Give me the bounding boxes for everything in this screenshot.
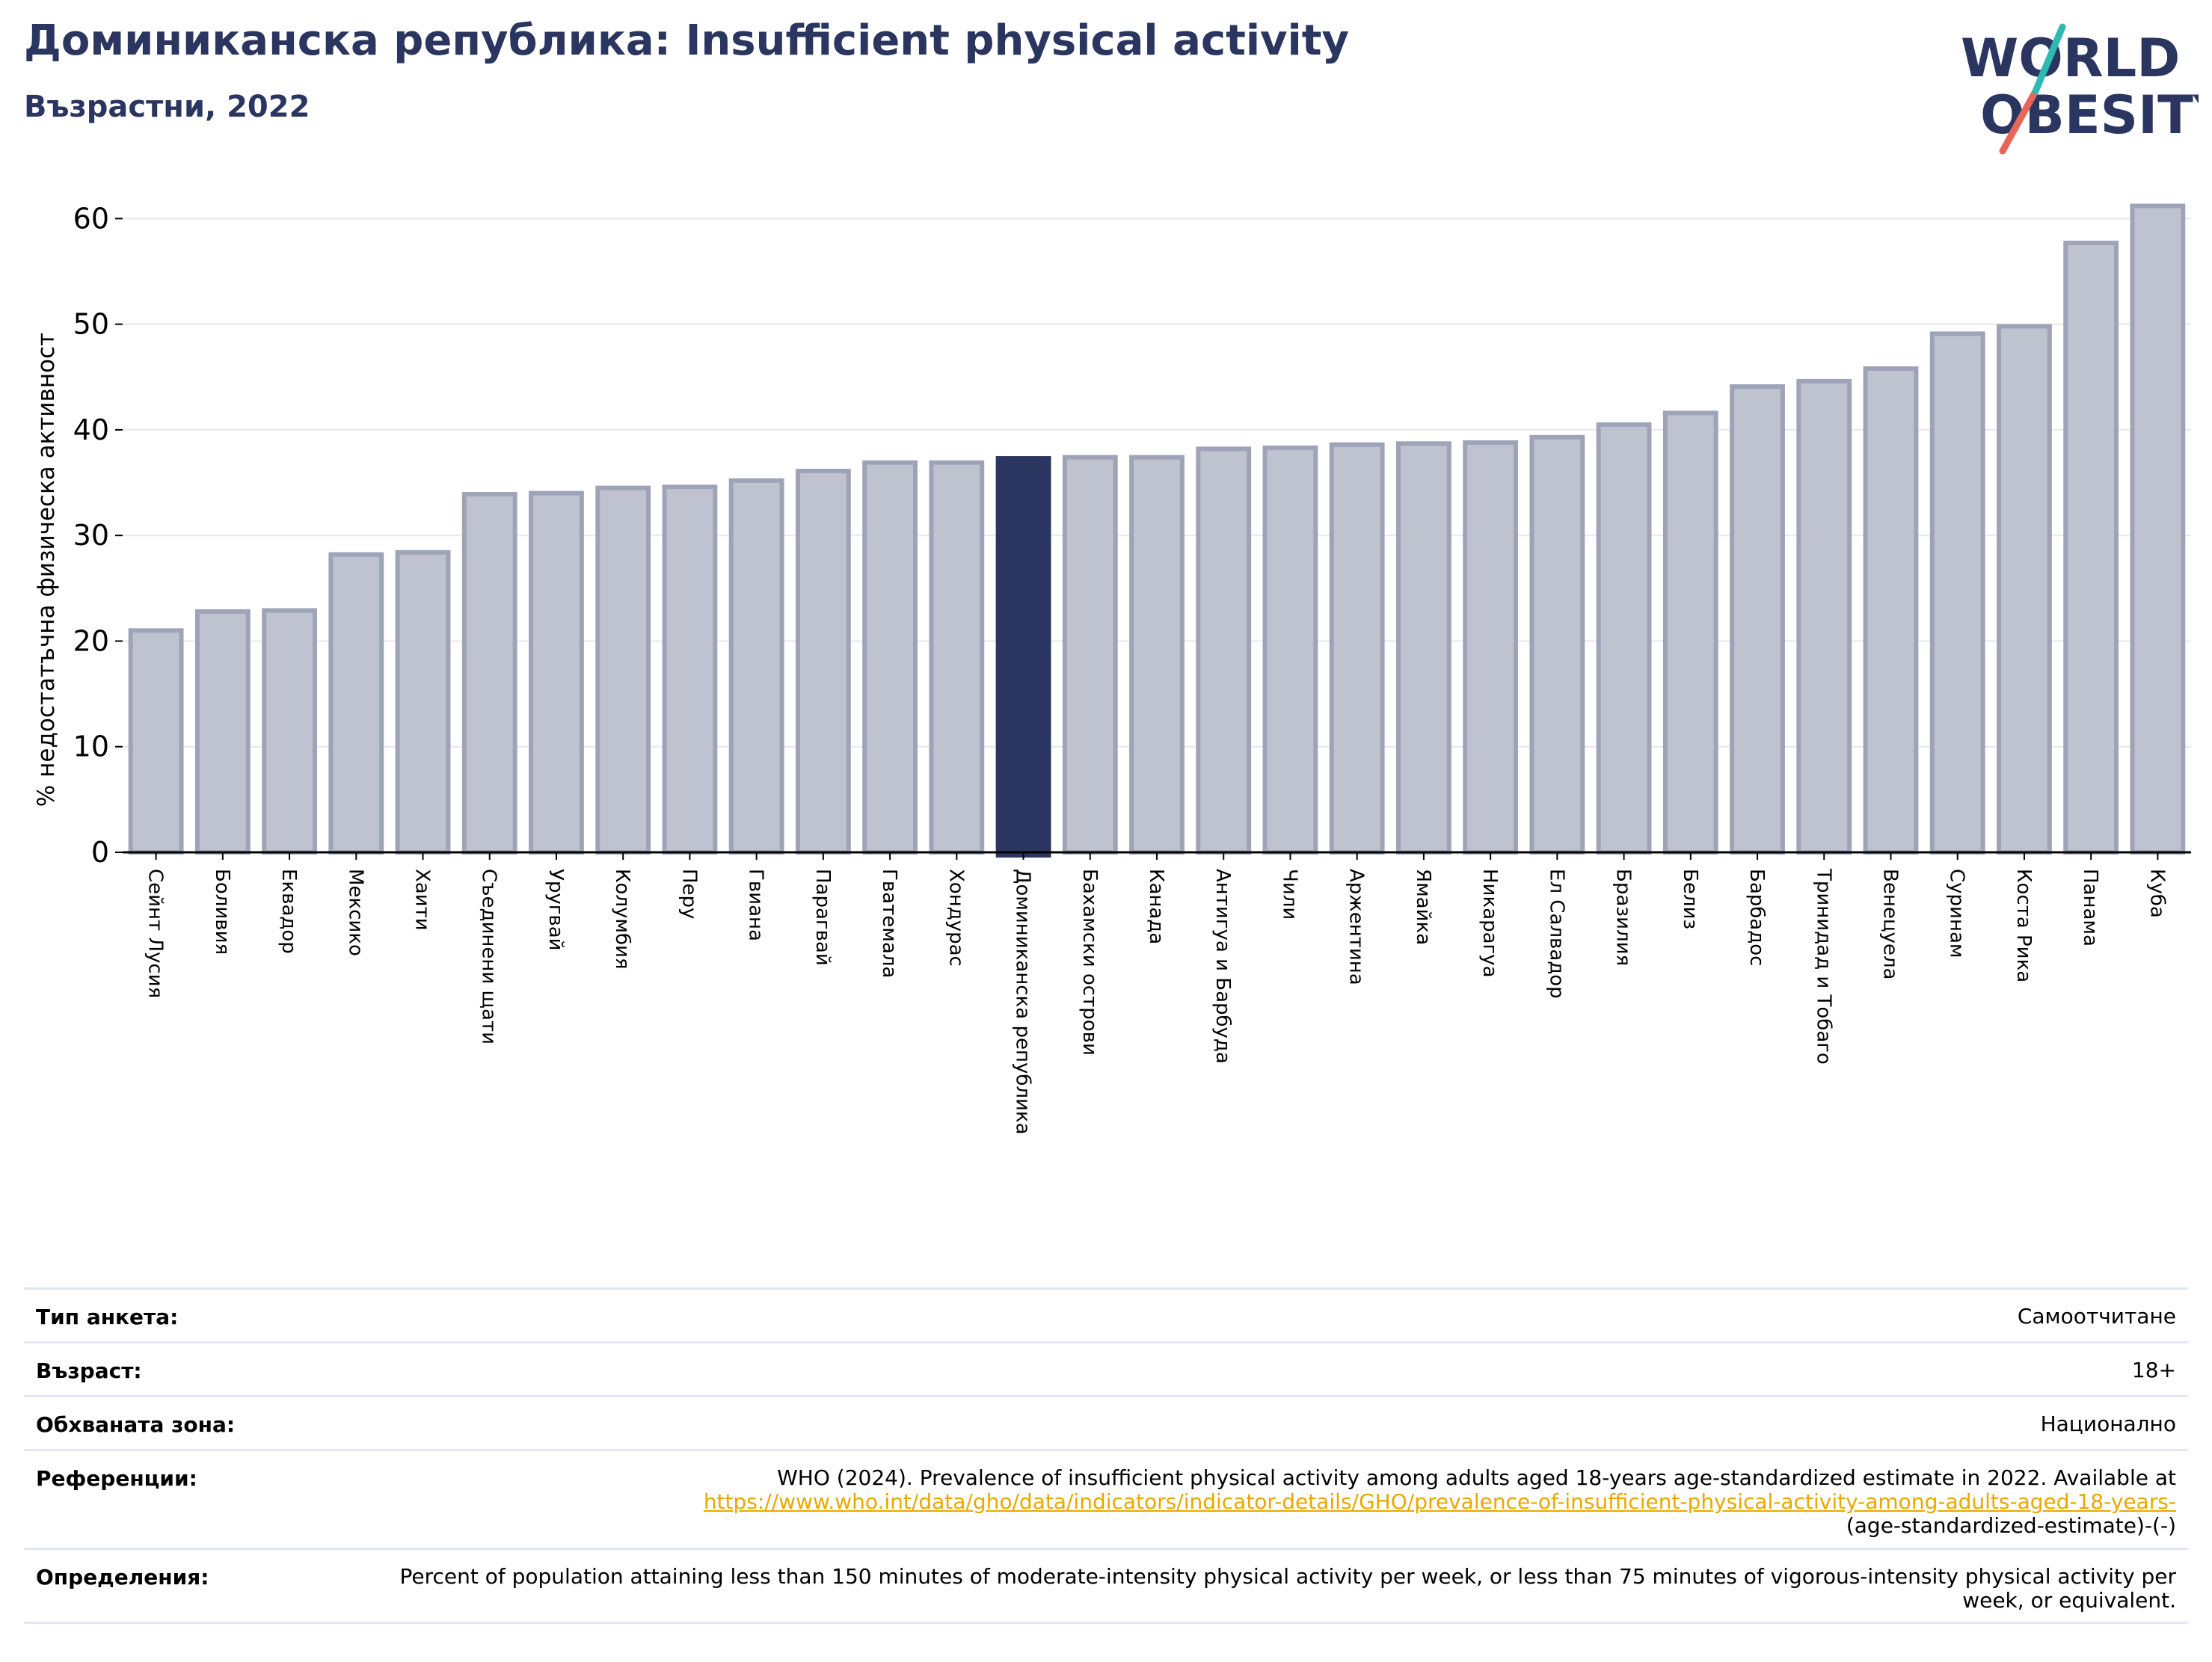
x-tick-label: Куба [2145,869,2168,918]
world-obesity-logo: WORLD OBESITY [1961,23,2199,155]
meta-row-age: Възраст: 18+ [24,1341,2188,1395]
bar-12 [862,460,918,855]
bar-26 [1796,378,1852,855]
bar-15 [1062,455,1118,855]
x-tick-label: Никарагуа [1478,869,1501,978]
axes: 0 10 20 30 40 50 60 Сейнт Лусия Боливия Еквадор Ме… [73,202,2191,1135]
x-tick-label: Еквадор [277,869,300,954]
references-label: Референции: [36,1466,197,1491]
x-tick-label: Бахамски острови [1078,869,1101,1056]
logo-slash-teal [2032,23,2066,95]
bar-chart: 0 10 20 30 40 50 60 Сейнт Лусия Боливия Еквадор Ме… [33,202,2191,1135]
x-tick-label: Уругвай [544,869,567,951]
x-tick-label: Коста Рика [2012,869,2035,982]
x-tick-label: Барбадос [1745,869,1768,966]
bar-20 [1395,441,1451,855]
bar-14 [995,456,1051,858]
x-tick-label: Венецуела [1878,869,1901,979]
x-tick-label: Доминиканска република [1012,869,1034,1135]
x-tick-label: Колумбия [611,869,633,970]
bar-9 [662,484,718,855]
references-text: WHO (2024). Prevalence of insufficient p… [777,1465,2176,1490]
bars [128,203,2186,858]
x-tick-label: Мексико [344,869,366,956]
bar-7 [529,490,584,855]
x-tick-label: Гватемала [878,869,900,978]
page-subtitle: Възрастни, 2022 [24,90,310,124]
definitions-value: Percent of population attaining less tha… [399,1564,2176,1613]
x-tick-label: Хаити [411,869,434,931]
logo-slash-red [1999,87,2039,155]
area-value: Национално [2040,1412,2176,1436]
bar-21 [1463,440,1519,855]
bar-5 [395,550,451,855]
meta-row-references: Референции: WHO (2024). Prevalence of in… [24,1449,2188,1548]
x-tick-label: Перу [678,869,700,919]
x-tick-label: Хондурас [944,869,967,967]
y-axis-label: % недостатъчна физическа активност [33,333,60,807]
bar-2 [194,609,251,855]
bar-1 [128,628,184,855]
bar-17 [1196,446,1252,855]
metadata-table: Тип анкета: Самоотчитане Възраст: 18+ Об… [24,1287,2188,1624]
y-tick-label: 20 [73,624,109,657]
bar-23 [1596,422,1652,855]
age-label: Възраст: [36,1358,142,1383]
x-tick-label: Боливия [211,869,233,955]
bar-31 [2130,203,2186,855]
bar-10 [728,478,784,855]
survey-value: Самоотчитане [2017,1304,2176,1329]
bar-25 [1730,384,1785,855]
bar-29 [1997,324,2052,855]
bar-16 [1129,455,1185,855]
x-tick-label: Сейнт Лусия [144,869,167,998]
x-tick-label: Ел Салвадор [1545,869,1567,999]
bar-24 [1662,410,1718,855]
meta-row-definitions: Определения: Percent of population attai… [24,1548,2188,1624]
bar-8 [595,485,651,855]
x-tick-label: Съединени щати [478,869,500,1044]
meta-row-area: Обхваната зона: Национално [24,1395,2188,1449]
x-tick-label: Аржентина [1345,869,1368,985]
x-tick-label: Гвиана [745,869,767,941]
meta-row-survey: Тип анкета: Самоотчитане [24,1287,2188,1341]
definitions-label: Определения: [36,1565,209,1589]
bar-30 [2063,240,2119,855]
bar-6 [461,492,517,855]
x-tick-label: Бразилия [1612,869,1635,966]
x-tick-label: Парагвай [811,869,834,966]
bar-28 [1929,331,1985,855]
bar-13 [929,460,985,855]
x-tick-label: Тринидад и Тобаго [1812,868,1834,1065]
bar-3 [262,608,317,855]
x-tick-label: Антигуа и Барбуда [1211,869,1234,1064]
y-tick-label: 30 [73,519,109,552]
logo-line1: WORLD [1961,28,2180,89]
y-tick-label: 60 [73,202,109,235]
age-value: 18+ [2131,1358,2176,1382]
bar-11 [795,469,851,855]
x-tick-label: Ямайка [1412,869,1434,945]
logo-line2: OBESITY [1980,84,2199,146]
bar-22 [1529,434,1585,855]
references-link[interactable]: https://www.who.int/data/gho/data/indica… [703,1489,2176,1514]
bar-4 [328,552,384,855]
bar-19 [1329,442,1385,855]
references-tail: (age-standardized-estimate)-(-) [1846,1513,2176,1538]
bar-27 [1863,366,1919,855]
survey-label: Тип анкета: [36,1305,179,1329]
y-tick-label: 10 [73,730,109,763]
x-tick-label: Канада [1145,869,1167,944]
page-title: Доминиканска република: Insufficient phy… [24,16,1350,65]
references-value: WHO (2024). Prevalence of insufficient p… [704,1451,2176,1538]
x-tick-label: Суринам [1946,869,1968,958]
x-tick-label: Панама [2079,869,2101,947]
y-tick-label: 50 [73,308,109,341]
y-tick-label: 40 [73,413,109,446]
bar-18 [1262,445,1318,855]
y-tick-label: 0 [91,836,109,869]
x-tick-label: Чили [1278,869,1300,920]
x-tick-label: Белиз [1679,869,1701,929]
area-label: Обхваната зона: [36,1412,236,1437]
